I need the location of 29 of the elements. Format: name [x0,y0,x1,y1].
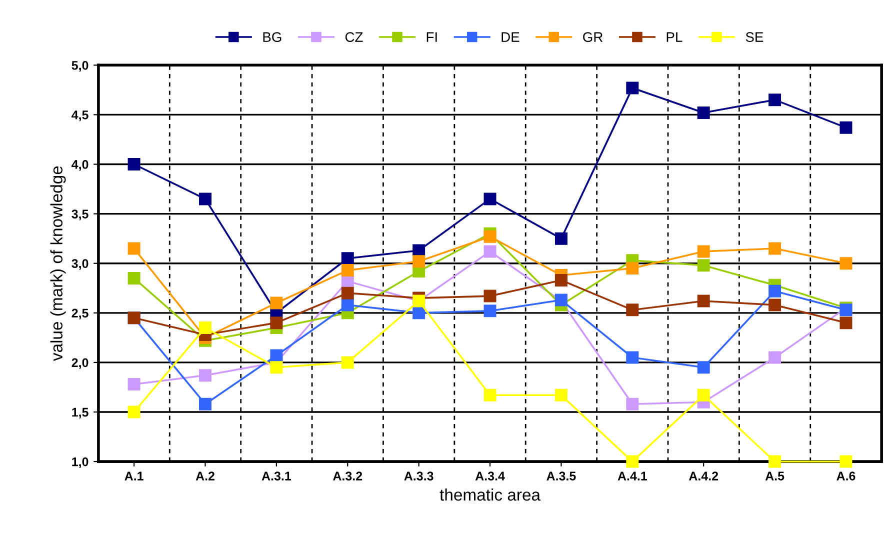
x-tick-label: A.3.4 [475,472,505,480]
y-tick-label: 1,0 [72,457,88,468]
x-axis-title: thematic area [440,488,541,501]
y-axis-title: value (mark) of knowledge [50,166,66,362]
x-tick-label: A.3.2 [333,472,362,480]
y-tick-label: 4,0 [72,160,88,171]
legend-label: CZ [345,32,363,42]
y-tick-label: 5,0 [72,60,88,72]
x-tick-label: A.2 [196,472,214,480]
x-tick-label: A.1 [124,472,144,480]
x-tick-label: A.3.3 [404,472,434,480]
legend-label: BG [263,32,282,42]
legend-label: PL [666,32,682,42]
legend-label: SE [746,32,764,42]
x-tick-label: A.5 [765,472,784,480]
x-tick-label: A.3.5 [546,472,576,480]
y-tick-label: 1,5 [72,408,88,418]
legend-label: FI [426,32,437,42]
y-tick-label: 2,0 [72,358,88,369]
legend-label: GR [583,32,603,42]
x-tick-label: A.6 [836,472,856,480]
x-tick-label: A.4.2 [688,472,718,480]
y-tick-label: 3,5 [72,210,88,220]
x-tick-label: A.4.1 [618,472,647,480]
legend-label: DE [502,32,520,42]
y-tick-label: 2,5 [72,308,88,320]
x-tick-label: A.3.1 [262,472,292,480]
y-tick-label: 4,5 [72,110,88,122]
y-tick-label: 3,0 [72,259,88,270]
